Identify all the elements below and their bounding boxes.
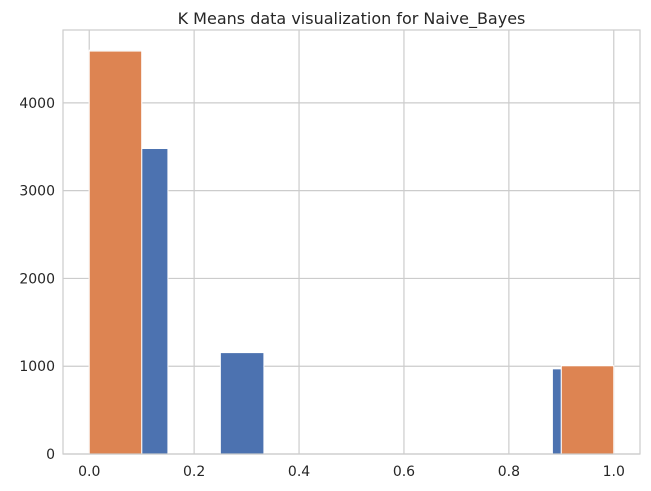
- x-tick-label: 0.2: [183, 464, 205, 480]
- bars: [88, 49, 615, 455]
- y-axis-ticks: 0 1000 2000 3000 4000: [19, 96, 55, 463]
- x-tick-label: 0.4: [288, 464, 310, 480]
- histogram-bar: [88, 50, 143, 455]
- x-tick-label: 0.0: [78, 464, 100, 480]
- histogram-bar: [560, 365, 615, 455]
- chart-title: K Means data visualization for Naive_Bay…: [178, 9, 526, 29]
- x-tick-label: 0.8: [498, 464, 520, 480]
- histogram-bar: [551, 368, 562, 455]
- plot-frame: [62, 29, 641, 455]
- y-tick-label: 2000: [19, 271, 55, 287]
- histogram-bar: [141, 148, 169, 455]
- histogram-bar: [219, 352, 265, 455]
- x-axis-ticks: 0.0 0.2 0.4 0.6 0.8 1.0: [78, 464, 625, 480]
- y-tick-label: 1000: [19, 359, 55, 375]
- x-tick-label: 0.6: [393, 464, 415, 480]
- y-tick-label: 0: [46, 447, 55, 463]
- y-tick-label: 3000: [19, 184, 55, 200]
- y-tick-label: 4000: [19, 96, 55, 112]
- x-tick-label: 1.0: [603, 464, 625, 480]
